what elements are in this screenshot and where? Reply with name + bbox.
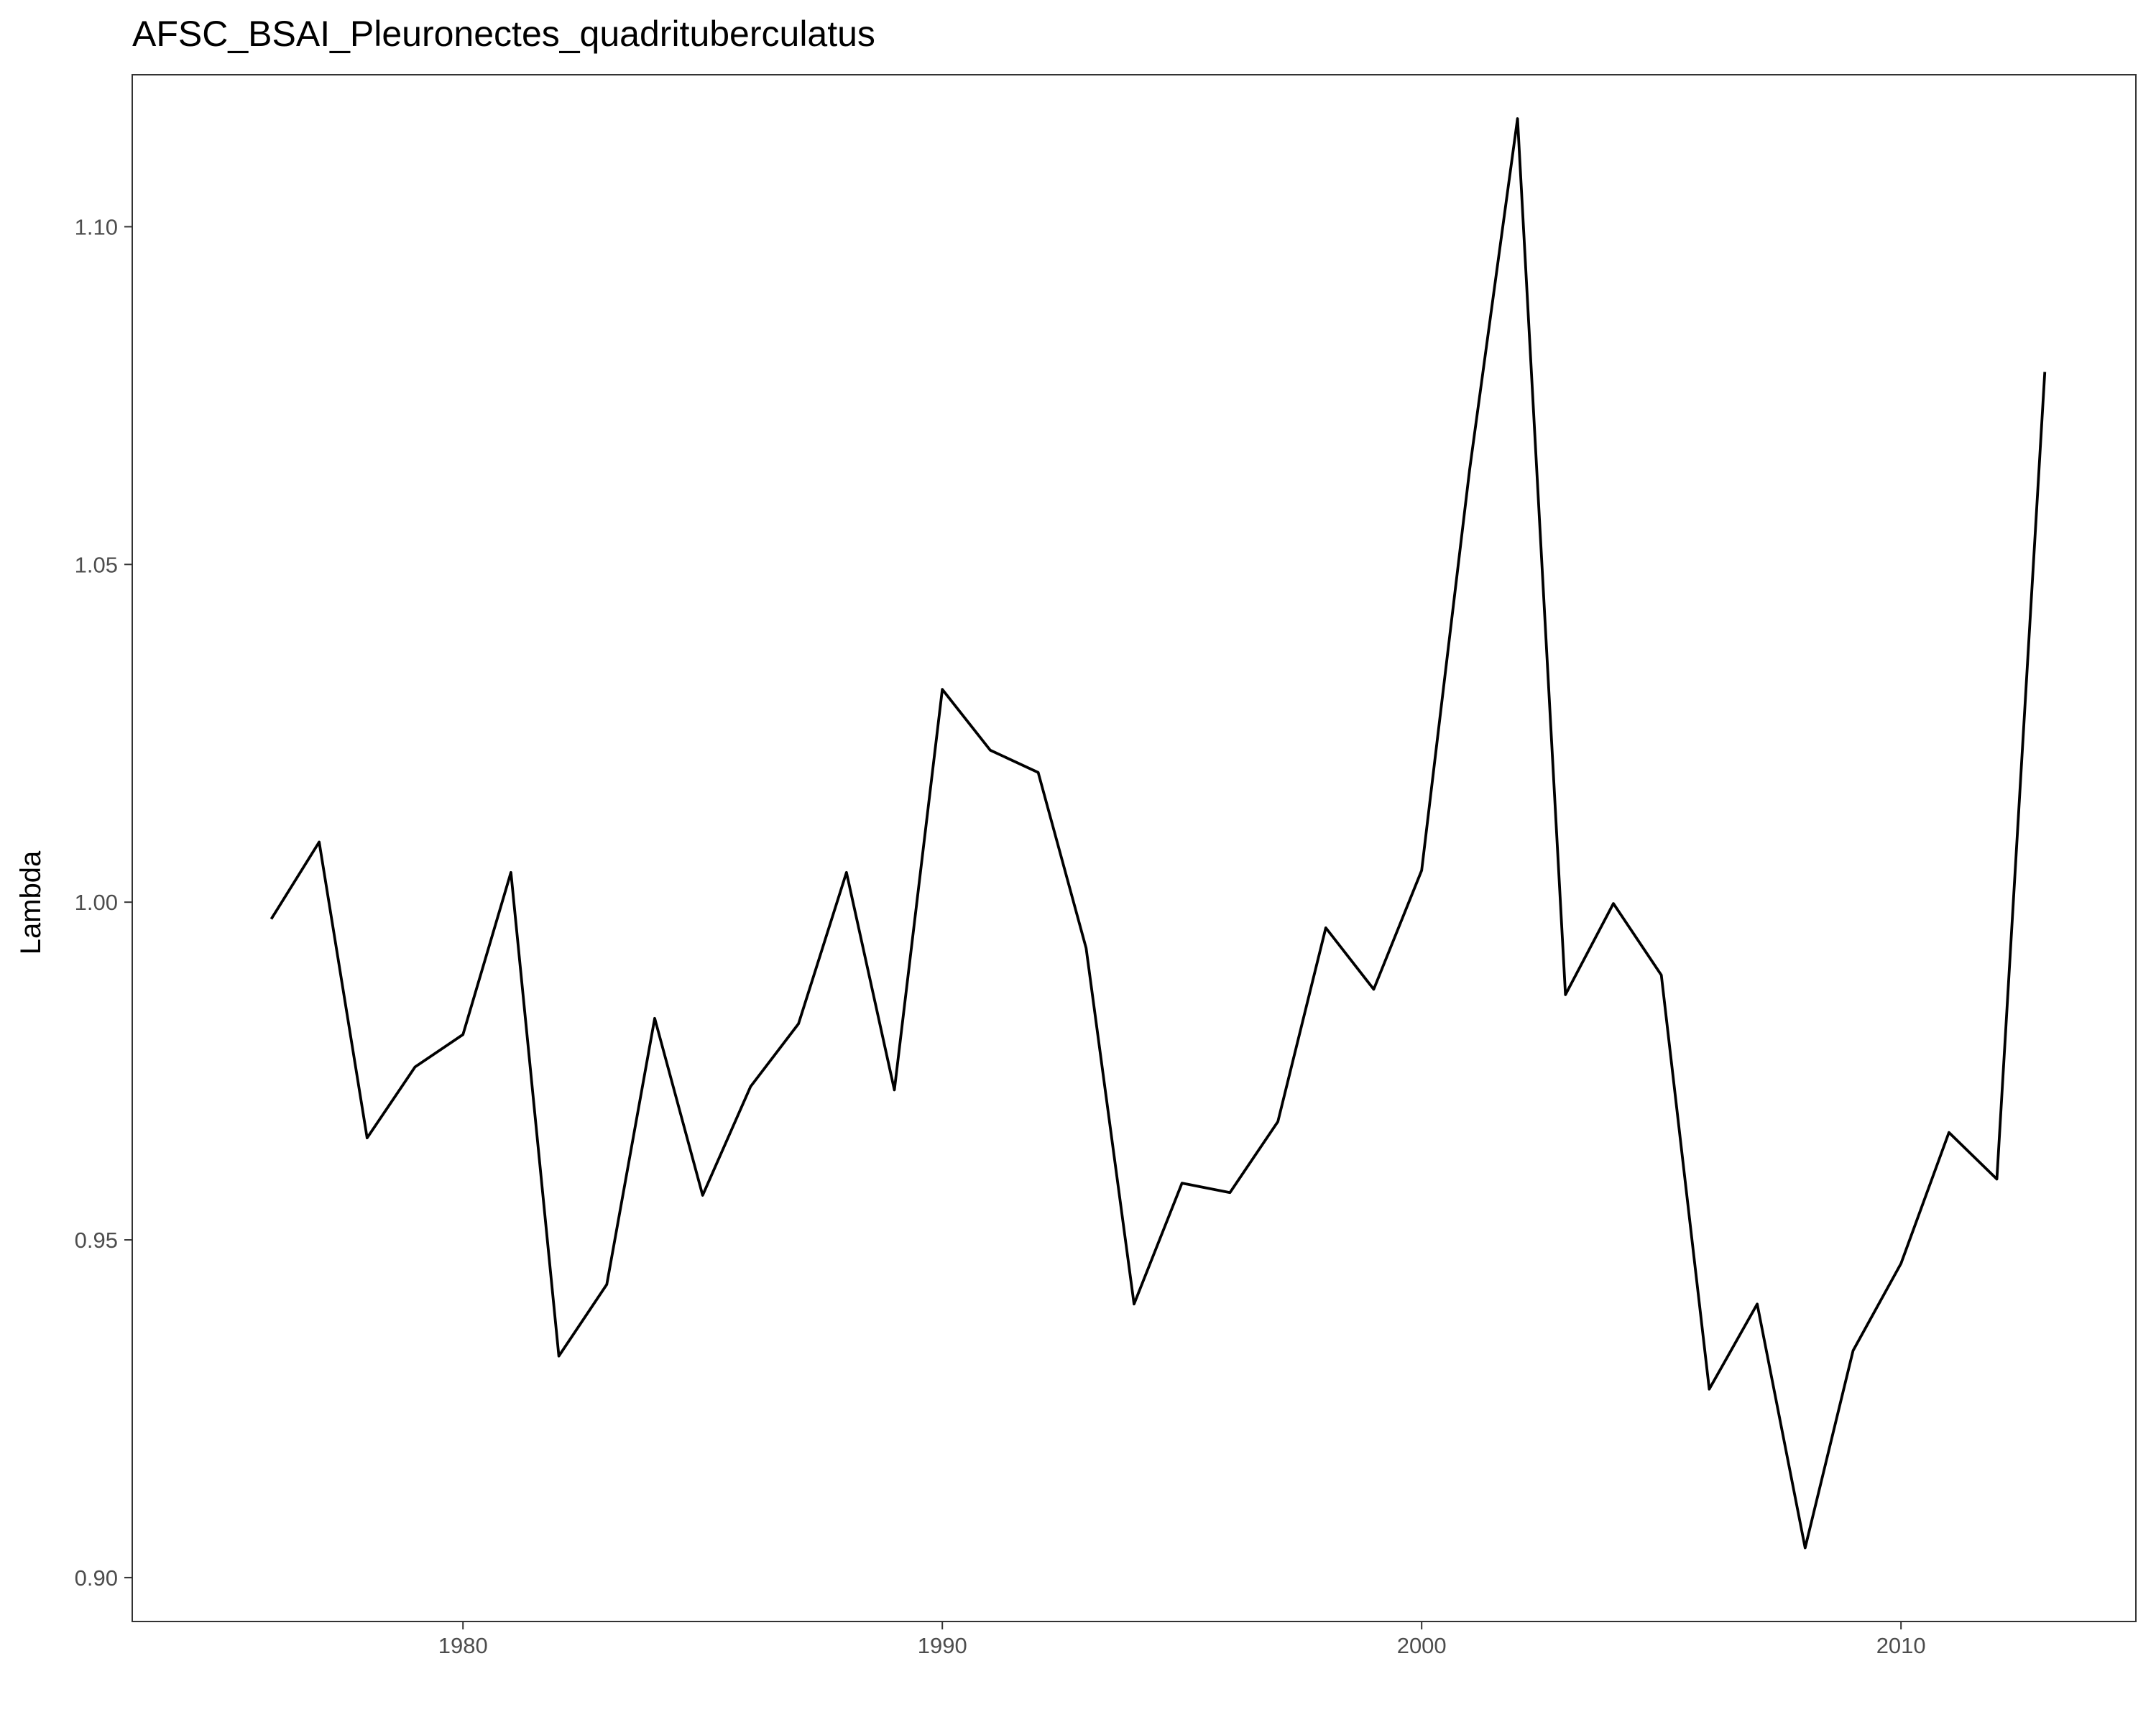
y-tick-label: 1.10 [75,214,118,239]
plot-panel [132,74,2137,1622]
x-axis: 1980 1990 2000 2010 [438,1622,1926,1658]
chart-title: AFSC_BSAI_Pleuronectes_quadrituberculatu… [132,14,875,54]
y-tick-label: 1.05 [75,552,118,577]
x-tick-label: 2000 [1397,1633,1447,1658]
y-axis-title: Lambda [15,850,47,954]
x-tick-label: 1980 [438,1633,488,1658]
y-tick-label: 0.95 [75,1228,118,1253]
y-tick-label: 1.00 [75,890,118,915]
y-tick-label: 0.90 [75,1565,118,1591]
series-line [270,117,2047,1550]
y-axis: 0.90 0.95 1.00 1.05 1.10 [75,214,132,1591]
x-tick-label: 1990 [918,1633,967,1658]
x-tick-label: 2010 [1876,1633,1926,1658]
